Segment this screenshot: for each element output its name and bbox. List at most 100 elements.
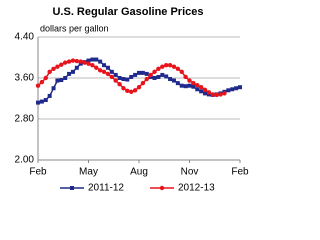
data-point <box>218 92 223 97</box>
data-point <box>203 91 208 96</box>
data-point <box>113 78 118 83</box>
data-point <box>132 88 138 93</box>
data-point <box>164 74 169 79</box>
data-point <box>226 88 231 93</box>
y-tick-label: 2.80 <box>15 114 35 125</box>
data-point <box>148 72 153 78</box>
data-point <box>156 74 161 79</box>
chart: U.S. Regular Gasoline Prices dollars per… <box>15 6 250 194</box>
data-point <box>222 91 227 96</box>
data-point <box>140 80 146 86</box>
data-point <box>39 79 45 85</box>
data-point <box>94 57 99 62</box>
data-point <box>51 86 56 91</box>
legend-label: 2012-13 <box>178 183 215 194</box>
data-point <box>121 77 126 82</box>
x-tick-label: Feb <box>29 167 47 178</box>
data-point <box>179 83 184 88</box>
data-point <box>113 72 118 77</box>
chart-subtitle: dollars per gallon <box>40 23 109 33</box>
data-point <box>98 59 103 64</box>
data-point <box>202 87 208 92</box>
data-point <box>195 82 200 88</box>
x-tick-label: May <box>79 167 98 178</box>
data-point <box>160 72 165 77</box>
data-point <box>187 78 192 83</box>
data-point <box>117 76 122 80</box>
data-point <box>183 84 188 89</box>
data-point <box>55 64 60 69</box>
data-point <box>238 85 242 90</box>
legend-marker <box>159 185 165 191</box>
data-point <box>179 69 184 75</box>
data-point <box>191 84 196 89</box>
data-point <box>175 66 181 71</box>
data-point <box>129 89 134 95</box>
data-point <box>86 58 91 63</box>
data-point <box>206 90 212 95</box>
data-point <box>183 74 188 80</box>
data-point <box>67 71 72 76</box>
data-point <box>136 85 142 90</box>
data-point <box>117 81 122 87</box>
data-point <box>109 69 114 74</box>
data-point <box>36 100 40 105</box>
data-point <box>105 71 111 77</box>
data-point <box>101 69 107 75</box>
data-point <box>62 60 68 65</box>
x-tick-label: Nov <box>181 167 199 178</box>
data-point <box>82 60 87 65</box>
data-point <box>121 86 126 91</box>
data-point <box>47 69 52 75</box>
data-point <box>187 83 192 88</box>
y-tick-label: 3.60 <box>15 73 35 84</box>
data-point <box>59 78 64 83</box>
data-point <box>109 74 115 80</box>
data-point <box>90 57 95 62</box>
data-point <box>137 70 141 75</box>
data-point <box>94 65 99 70</box>
data-point <box>210 92 216 97</box>
data-point <box>156 66 161 71</box>
data-point <box>39 99 44 104</box>
data-point <box>70 69 75 74</box>
data-point <box>129 74 134 79</box>
data-point <box>125 88 130 94</box>
data-point <box>43 98 48 103</box>
data-point <box>198 85 204 90</box>
data-point <box>160 64 165 69</box>
data-point <box>51 66 56 71</box>
data-point <box>125 77 130 82</box>
data-point <box>167 62 173 68</box>
data-point <box>55 78 60 83</box>
data-point <box>195 87 200 92</box>
data-point <box>133 72 138 77</box>
data-point <box>140 70 145 75</box>
chart-title: U.S. Regular Gasoline Prices <box>52 6 203 18</box>
data-point <box>171 78 176 83</box>
data-point <box>152 69 157 75</box>
data-point <box>59 62 64 67</box>
data-point <box>35 83 41 88</box>
data-point <box>74 58 80 64</box>
data-point <box>163 62 169 68</box>
y-tick-label: 2.00 <box>15 155 35 166</box>
legend-label: 2011-12 <box>88 183 124 194</box>
data-point <box>144 76 149 82</box>
data-point <box>171 64 177 69</box>
data-point <box>47 93 52 98</box>
data-point <box>97 68 103 73</box>
data-point <box>144 71 149 76</box>
data-point <box>66 59 72 64</box>
data-point <box>168 77 173 82</box>
data-point <box>175 81 180 86</box>
data-point <box>74 65 79 70</box>
data-point <box>70 58 76 63</box>
data-point <box>105 65 110 70</box>
data-point <box>43 75 48 81</box>
data-point <box>63 76 68 80</box>
x-tick-label: Aug <box>130 167 148 178</box>
data-point <box>78 59 83 64</box>
data-point <box>199 89 204 94</box>
legend-marker <box>70 186 74 190</box>
